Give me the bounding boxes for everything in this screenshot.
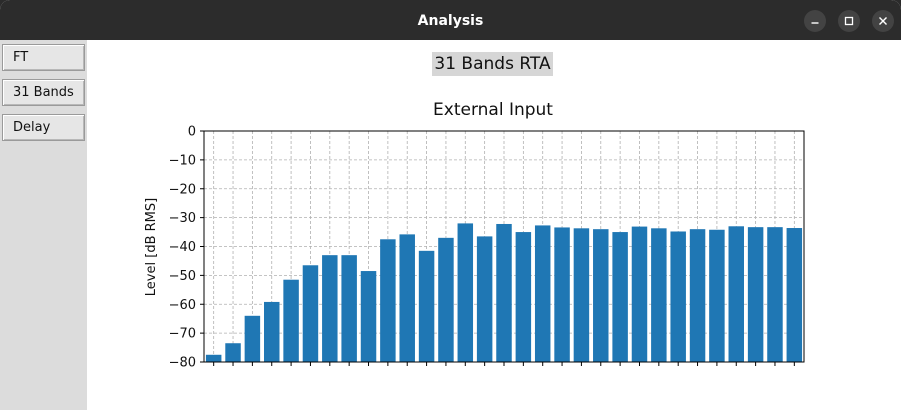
y-tick-label: −70 — [169, 327, 196, 342]
bar-19 — [554, 227, 570, 362]
maximize-button[interactable] — [838, 10, 860, 32]
bar-17 — [515, 232, 532, 362]
plot-frame — [203, 130, 805, 363]
bar-28 — [728, 226, 744, 362]
y-tick-label: −50 — [169, 269, 196, 284]
bar-11 — [399, 234, 415, 362]
chart-axes: 0 −10 −20 −30 −40 −50 −60 −70 −80 — [169, 125, 805, 371]
bar-16 — [496, 223, 512, 362]
bar-14 — [457, 223, 474, 362]
bar-6 — [302, 265, 319, 362]
ft-button[interactable]: FT — [2, 44, 85, 71]
bar-23 — [631, 226, 648, 362]
bar-18 — [534, 225, 551, 362]
bar-2 — [225, 343, 241, 362]
close-icon — [879, 17, 887, 25]
bar-31 — [786, 228, 803, 362]
maximize-icon — [844, 16, 854, 26]
bar-13 — [438, 237, 454, 362]
minimize-button[interactable] — [804, 10, 826, 32]
bar-4 — [264, 301, 280, 362]
bar-29 — [747, 227, 764, 362]
minimize-icon — [811, 22, 819, 24]
bar-3 — [244, 315, 261, 362]
bar-12 — [418, 250, 435, 362]
bar-30 — [767, 227, 783, 362]
bar-24 — [651, 228, 667, 362]
y-tick-label: −60 — [169, 298, 196, 313]
bar-1 — [205, 354, 222, 362]
bar-5 — [283, 279, 299, 362]
window-title: Analysis — [417, 13, 484, 29]
y-axis-label: Level [dB RMS] — [144, 198, 159, 296]
close-button[interactable] — [872, 10, 894, 32]
bar-10 — [380, 239, 396, 362]
bar-26 — [689, 229, 706, 362]
bar-27 — [709, 229, 725, 362]
y-tick-label: −30 — [169, 211, 196, 226]
page-title: 31 Bands RTA — [432, 52, 553, 76]
chart-title: External Input — [433, 100, 553, 120]
bar-20 — [573, 228, 590, 362]
bar-8 — [341, 255, 357, 362]
y-tick-label: −40 — [169, 240, 196, 255]
31-bands-button[interactable]: 31 Bands — [2, 79, 85, 106]
bar-22 — [612, 232, 628, 362]
bar-21 — [593, 229, 609, 362]
title-bar[interactable]: Analysis — [0, 0, 901, 40]
bar-15 — [476, 236, 493, 362]
sidebar: FT 31 Bands Delay — [0, 40, 87, 410]
y-tick-label: −80 — [169, 356, 196, 371]
delay-button[interactable]: Delay — [2, 114, 85, 141]
bar-9 — [360, 271, 377, 362]
bar-7 — [322, 255, 338, 362]
y-tick-label: 0 — [188, 125, 196, 140]
y-tick-label: −20 — [169, 182, 196, 197]
chart-bars — [205, 223, 803, 362]
bar-25 — [670, 231, 686, 362]
y-tick-label: −10 — [169, 153, 196, 168]
